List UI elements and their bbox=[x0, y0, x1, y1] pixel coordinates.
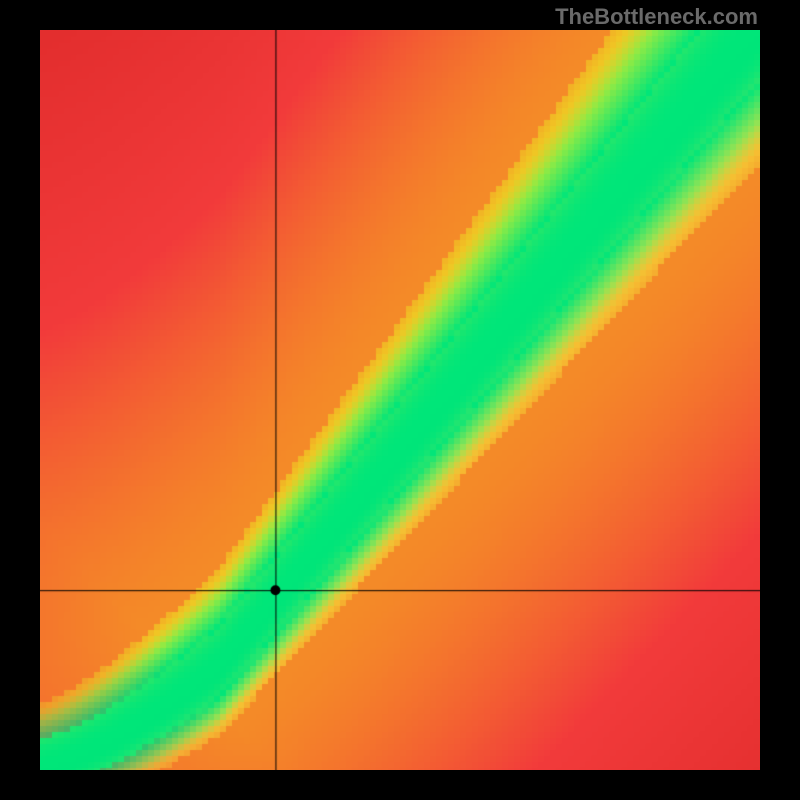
watermark-text: TheBottleneck.com bbox=[555, 4, 758, 30]
heatmap-container bbox=[40, 30, 760, 770]
bottleneck-heatmap bbox=[40, 30, 760, 770]
